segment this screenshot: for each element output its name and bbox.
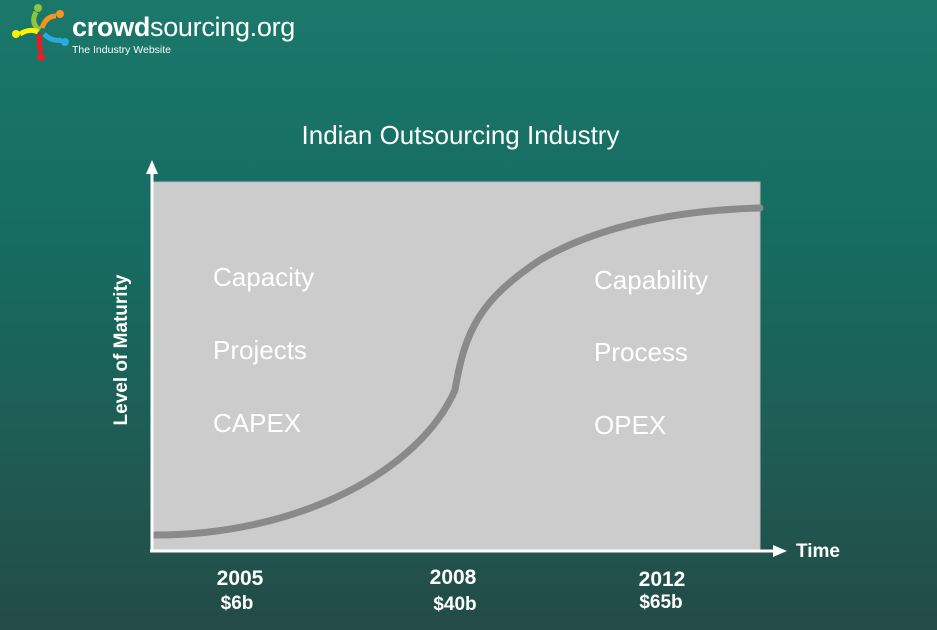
x-axis — [150, 545, 787, 557]
left-label: Capacity — [213, 262, 315, 292]
left-label: CAPEX — [213, 408, 302, 438]
logo-tagline: The Industry Website — [72, 44, 172, 56]
y-axis-label: Level of Maturity — [111, 274, 132, 426]
slide-title: Indian Outsourcing Industry — [0, 120, 937, 151]
x-tick-year: 2005 — [216, 567, 264, 590]
logo-name: crowdsourcing.org — [72, 12, 295, 43]
logo-name-rest: sourcing.org — [150, 12, 295, 42]
x-tick-value: $40b — [433, 594, 477, 615]
logo-name-bold: crowd — [72, 12, 151, 42]
x-tick-year: 2008 — [429, 566, 477, 589]
y-axis-arrow-icon — [146, 160, 158, 174]
right-label: Capability — [594, 265, 709, 295]
right-label: OPEX — [594, 410, 667, 440]
x-axis-label: Time — [796, 541, 841, 562]
slide-title-text: Indian Outsourcing Industry — [301, 120, 620, 150]
right-label: Process — [594, 337, 688, 367]
logo-icon — [12, 4, 69, 61]
y-axis — [146, 160, 158, 552]
x-tick-year: 2012 — [638, 568, 686, 591]
x-tick-value: $65b — [639, 592, 683, 613]
left-label: Projects — [213, 335, 307, 365]
x-axis-arrow-icon — [773, 545, 787, 557]
maturity-curve — [151, 204, 764, 539]
x-tick-value: $6b — [220, 593, 254, 614]
